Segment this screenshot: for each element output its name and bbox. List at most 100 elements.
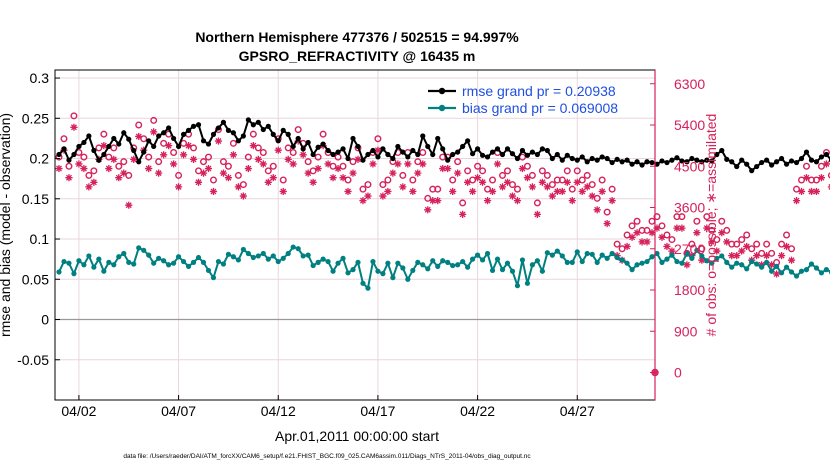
obs-possible-marker — [100, 130, 108, 138]
bias-series-marker — [171, 260, 177, 266]
bias-series-marker — [589, 251, 595, 257]
rmse-series-marker — [554, 151, 560, 158]
bias-series-marker — [315, 259, 321, 265]
obs-assimilated-marker — [394, 160, 402, 168]
rmse-series-marker — [345, 155, 351, 162]
bias-series-marker — [714, 255, 720, 261]
x-tick-label: 04/07 — [161, 403, 196, 419]
bias-series-marker — [325, 258, 331, 265]
bias-series-marker — [729, 264, 735, 270]
obs-assimilated-marker — [533, 210, 541, 218]
bias-series-marker — [400, 265, 406, 271]
obs-assimilated-marker — [244, 164, 252, 173]
series-layer — [55, 112, 830, 377]
obs-possible-marker — [374, 135, 382, 143]
bias-series-marker — [355, 259, 361, 265]
obs-assimilated-marker — [189, 155, 198, 163]
obs-assimilated-marker — [264, 178, 272, 186]
bias-series-marker — [61, 258, 67, 265]
obs-assimilated-marker — [75, 160, 83, 168]
obs-assimilated-marker — [638, 238, 646, 246]
bias-series-marker — [569, 259, 575, 265]
obs-assimilated-marker — [90, 178, 98, 186]
rmse-series-marker — [126, 136, 132, 142]
rmse-series-marker — [300, 146, 306, 152]
y-left-tick-label: 0 — [41, 312, 49, 328]
obs-possible-marker — [314, 153, 322, 161]
obs-possible-marker — [170, 148, 178, 156]
rmse-series-marker — [669, 157, 675, 163]
rmse-series-marker — [350, 135, 356, 142]
obs-assimilated-marker — [120, 169, 128, 177]
obs-assimilated-marker — [483, 197, 492, 205]
rmse-series-marker — [714, 151, 720, 158]
bias-series-marker — [96, 256, 102, 262]
obs-assimilated-marker — [797, 187, 806, 196]
bias-series-marker — [783, 264, 790, 270]
bias-series-marker — [744, 266, 750, 272]
rmse-series-marker — [91, 147, 97, 154]
rmse-series-marker — [549, 155, 555, 162]
obs-assimilated-marker — [174, 183, 183, 191]
bias-series-marker — [465, 264, 471, 270]
x-tick-label: 04/12 — [261, 403, 296, 419]
obs-assimilated-marker — [763, 252, 771, 260]
obs-assimilated-marker — [369, 160, 377, 168]
legend-rmse-label: rmse grand pr = 0.20938 — [462, 83, 616, 99]
bias-series-marker — [494, 256, 501, 262]
rmse-series-marker — [569, 155, 575, 162]
x-axis-label: Apr.01,2011 00:00:00 start — [275, 428, 439, 444]
rmse-series-marker — [171, 135, 177, 142]
rmse-series-marker — [749, 168, 755, 174]
obs-possible-marker — [200, 158, 208, 166]
rmse-series-marker — [395, 143, 401, 150]
obs-assimilated-marker — [115, 174, 123, 182]
rmse-series-marker — [195, 122, 202, 128]
obs-assimilated-marker — [184, 142, 193, 150]
obs-possible-marker — [603, 208, 611, 216]
y-left-tick-label: 0.2 — [30, 151, 50, 167]
bias-series-marker — [275, 258, 281, 265]
obs-possible-marker — [279, 176, 287, 184]
obs-assimilated-marker — [593, 206, 601, 214]
rmse-series-marker — [280, 127, 286, 133]
bias-series-marker — [310, 262, 316, 269]
rmse-series-marker — [793, 159, 800, 166]
obs-assimilated-marker — [279, 187, 287, 196]
bias-series-marker — [300, 253, 306, 259]
bias-series-marker — [295, 246, 301, 252]
obs-assimilated-marker — [429, 197, 437, 205]
bias-series-marker — [200, 259, 207, 265]
obs-possible-marker — [70, 112, 78, 120]
rmse-series-marker — [599, 154, 605, 160]
obs-assimilated-marker — [234, 183, 242, 191]
obs-assimilated-marker — [518, 164, 527, 173]
rmse-series-marker — [778, 155, 785, 162]
rmse-series-marker — [310, 151, 316, 158]
bias-series-marker — [823, 267, 830, 273]
rmse-series-marker — [539, 146, 545, 152]
obs-assimilated-marker — [160, 151, 168, 159]
obs-assimilated-marker — [668, 247, 676, 255]
obs-assimilated-marker — [623, 242, 631, 251]
y-right-tick-label: 900 — [674, 323, 698, 339]
obs-assimilated-marker — [503, 178, 512, 186]
rmse-series-marker — [185, 127, 192, 133]
rmse-series-marker — [574, 157, 580, 163]
obs-possible-marker — [718, 217, 726, 225]
obs-assimilated-marker — [219, 169, 228, 177]
legend-bias-label: bias grand pr = 0.069008 — [462, 100, 618, 116]
rmse-series-marker — [499, 151, 506, 158]
obs-assimilated-marker — [513, 197, 522, 205]
obs-assimilated-marker — [304, 169, 312, 177]
obs-assimilated-marker — [573, 178, 581, 186]
rmse-series-marker — [813, 159, 820, 165]
obs-possible-marker — [145, 153, 153, 161]
obs-assimilated-marker — [434, 197, 442, 205]
obs-assimilated-marker — [663, 242, 671, 251]
obs-assimilated-marker — [179, 151, 188, 159]
obs-possible-marker — [802, 162, 810, 170]
legend: rmse grand pr = 0.20938 bias grand pr = … — [428, 83, 618, 116]
rmse-series-marker — [504, 146, 511, 152]
